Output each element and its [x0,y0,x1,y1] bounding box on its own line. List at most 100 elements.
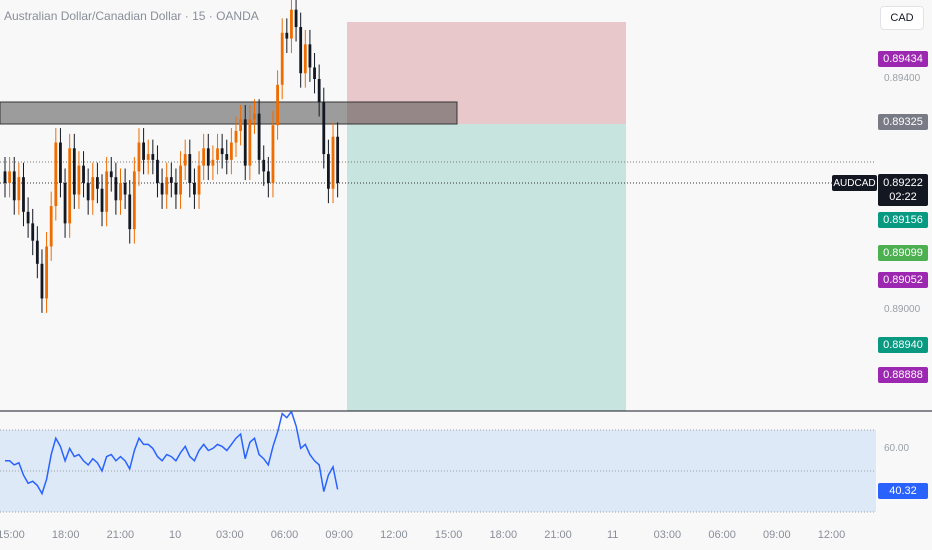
candle-body [211,159,215,166]
candle-body [119,182,122,201]
candle-body [26,211,30,224]
candle-body [59,142,62,183]
currency-selector-button[interactable]: CAD [880,6,924,30]
candle-body [54,142,58,207]
time-tick-label: 15:00 [0,529,25,541]
candle-body [248,119,252,166]
candle-body [322,102,326,155]
candle-body [3,171,7,183]
time-tick-label: 12:00 [817,529,846,541]
candle-body [35,240,39,264]
candle-body [49,206,53,247]
candle-body [151,154,155,160]
current-price-value: 0.89222 [883,177,923,189]
candle-body [179,165,182,195]
candle-body [317,79,321,103]
time-tick-label: 21:00 [544,529,572,541]
candle-body [276,84,279,126]
candle-body [77,165,81,195]
candle-body [17,177,21,201]
candle-body [239,119,243,131]
current-price-badge: 0.89222 02:22 [878,174,928,206]
price-tick-label: 0.89000 [884,304,921,315]
rsi-line [5,410,339,496]
price-axis-label: 0.89434 [878,51,928,68]
candle-body [188,154,192,183]
take-profit-zone [347,124,626,411]
time-tick-label: 09:00 [763,529,791,541]
candle-body [234,130,238,143]
candle-body [128,194,132,230]
candle-body [132,171,136,230]
candle-body [243,119,247,166]
time-tick-label: 03:00 [653,529,682,541]
candle-body [257,113,261,160]
candle-body [137,142,141,172]
candle-body [8,171,12,183]
candle-body [183,154,187,166]
candle-body [114,177,118,201]
bar-countdown: 02:22 [889,191,917,203]
candle-body [109,171,113,178]
candle-body [169,177,173,183]
supply-zone-box [0,101,458,125]
candle-body [193,182,196,195]
time-tick-label: 09:00 [325,529,353,541]
chart-title: Australian Dollar/Canadian Dollar · 15 ·… [4,9,259,23]
symbol-badge: AUDCAD [832,175,877,191]
candle-body [197,165,201,195]
time-tick-label: 12:00 [380,529,408,541]
candle-body [229,142,233,160]
candle-body [82,165,85,183]
rsi-current-label: 40.32 [878,483,928,499]
candle-body [40,263,44,299]
candle-body [285,32,289,39]
candle-body [271,125,275,183]
candle-body [142,142,145,160]
candle-body [96,177,99,189]
price-axis-label: 0.88888 [878,366,928,383]
candle-body [100,188,104,212]
candle-body [174,182,178,195]
candle-body [327,154,330,189]
candle-body [45,246,48,299]
candle-body [206,148,210,166]
candle-body [12,171,16,201]
time-tick-label: 21:00 [106,529,135,541]
candle-body [294,9,298,28]
time-tick-label: 06:00 [270,529,299,541]
candle-body [262,159,266,172]
price-tick-label: 0.89400 [884,73,921,84]
candle-body [72,148,76,195]
candle-body [313,67,316,79]
candle-body [253,113,256,120]
candle-body [68,148,72,224]
price-axis-label: 0.89325 [878,114,928,131]
candle-body [331,136,335,189]
time-tick-label: 10 [168,529,182,541]
time-tick-label: 15:00 [434,529,463,541]
candle-body [91,177,95,201]
rsi-level-label: 60.00 [884,443,910,454]
time-tick-label: 03:00 [216,529,244,541]
candle-body [105,171,109,212]
candle-body [303,44,307,74]
candle-body [266,171,270,183]
price-axis-label: 0.89052 [878,271,928,288]
candle-body [31,223,35,241]
candle-body [63,182,67,224]
candle-body [165,177,169,195]
time-tick-label: 11 [606,529,619,541]
price-axis-label: 0.89156 [878,211,928,228]
candle-body [123,182,127,195]
price-axis-label: 0.88940 [878,336,928,353]
candle-body [280,32,284,85]
candle-body [216,148,219,160]
candle-body [299,27,303,74]
candle-body [308,44,312,68]
candle-body [22,177,25,212]
time-tick-label: 18:00 [489,529,518,541]
candle-body [290,9,293,39]
candle-body [220,148,224,155]
